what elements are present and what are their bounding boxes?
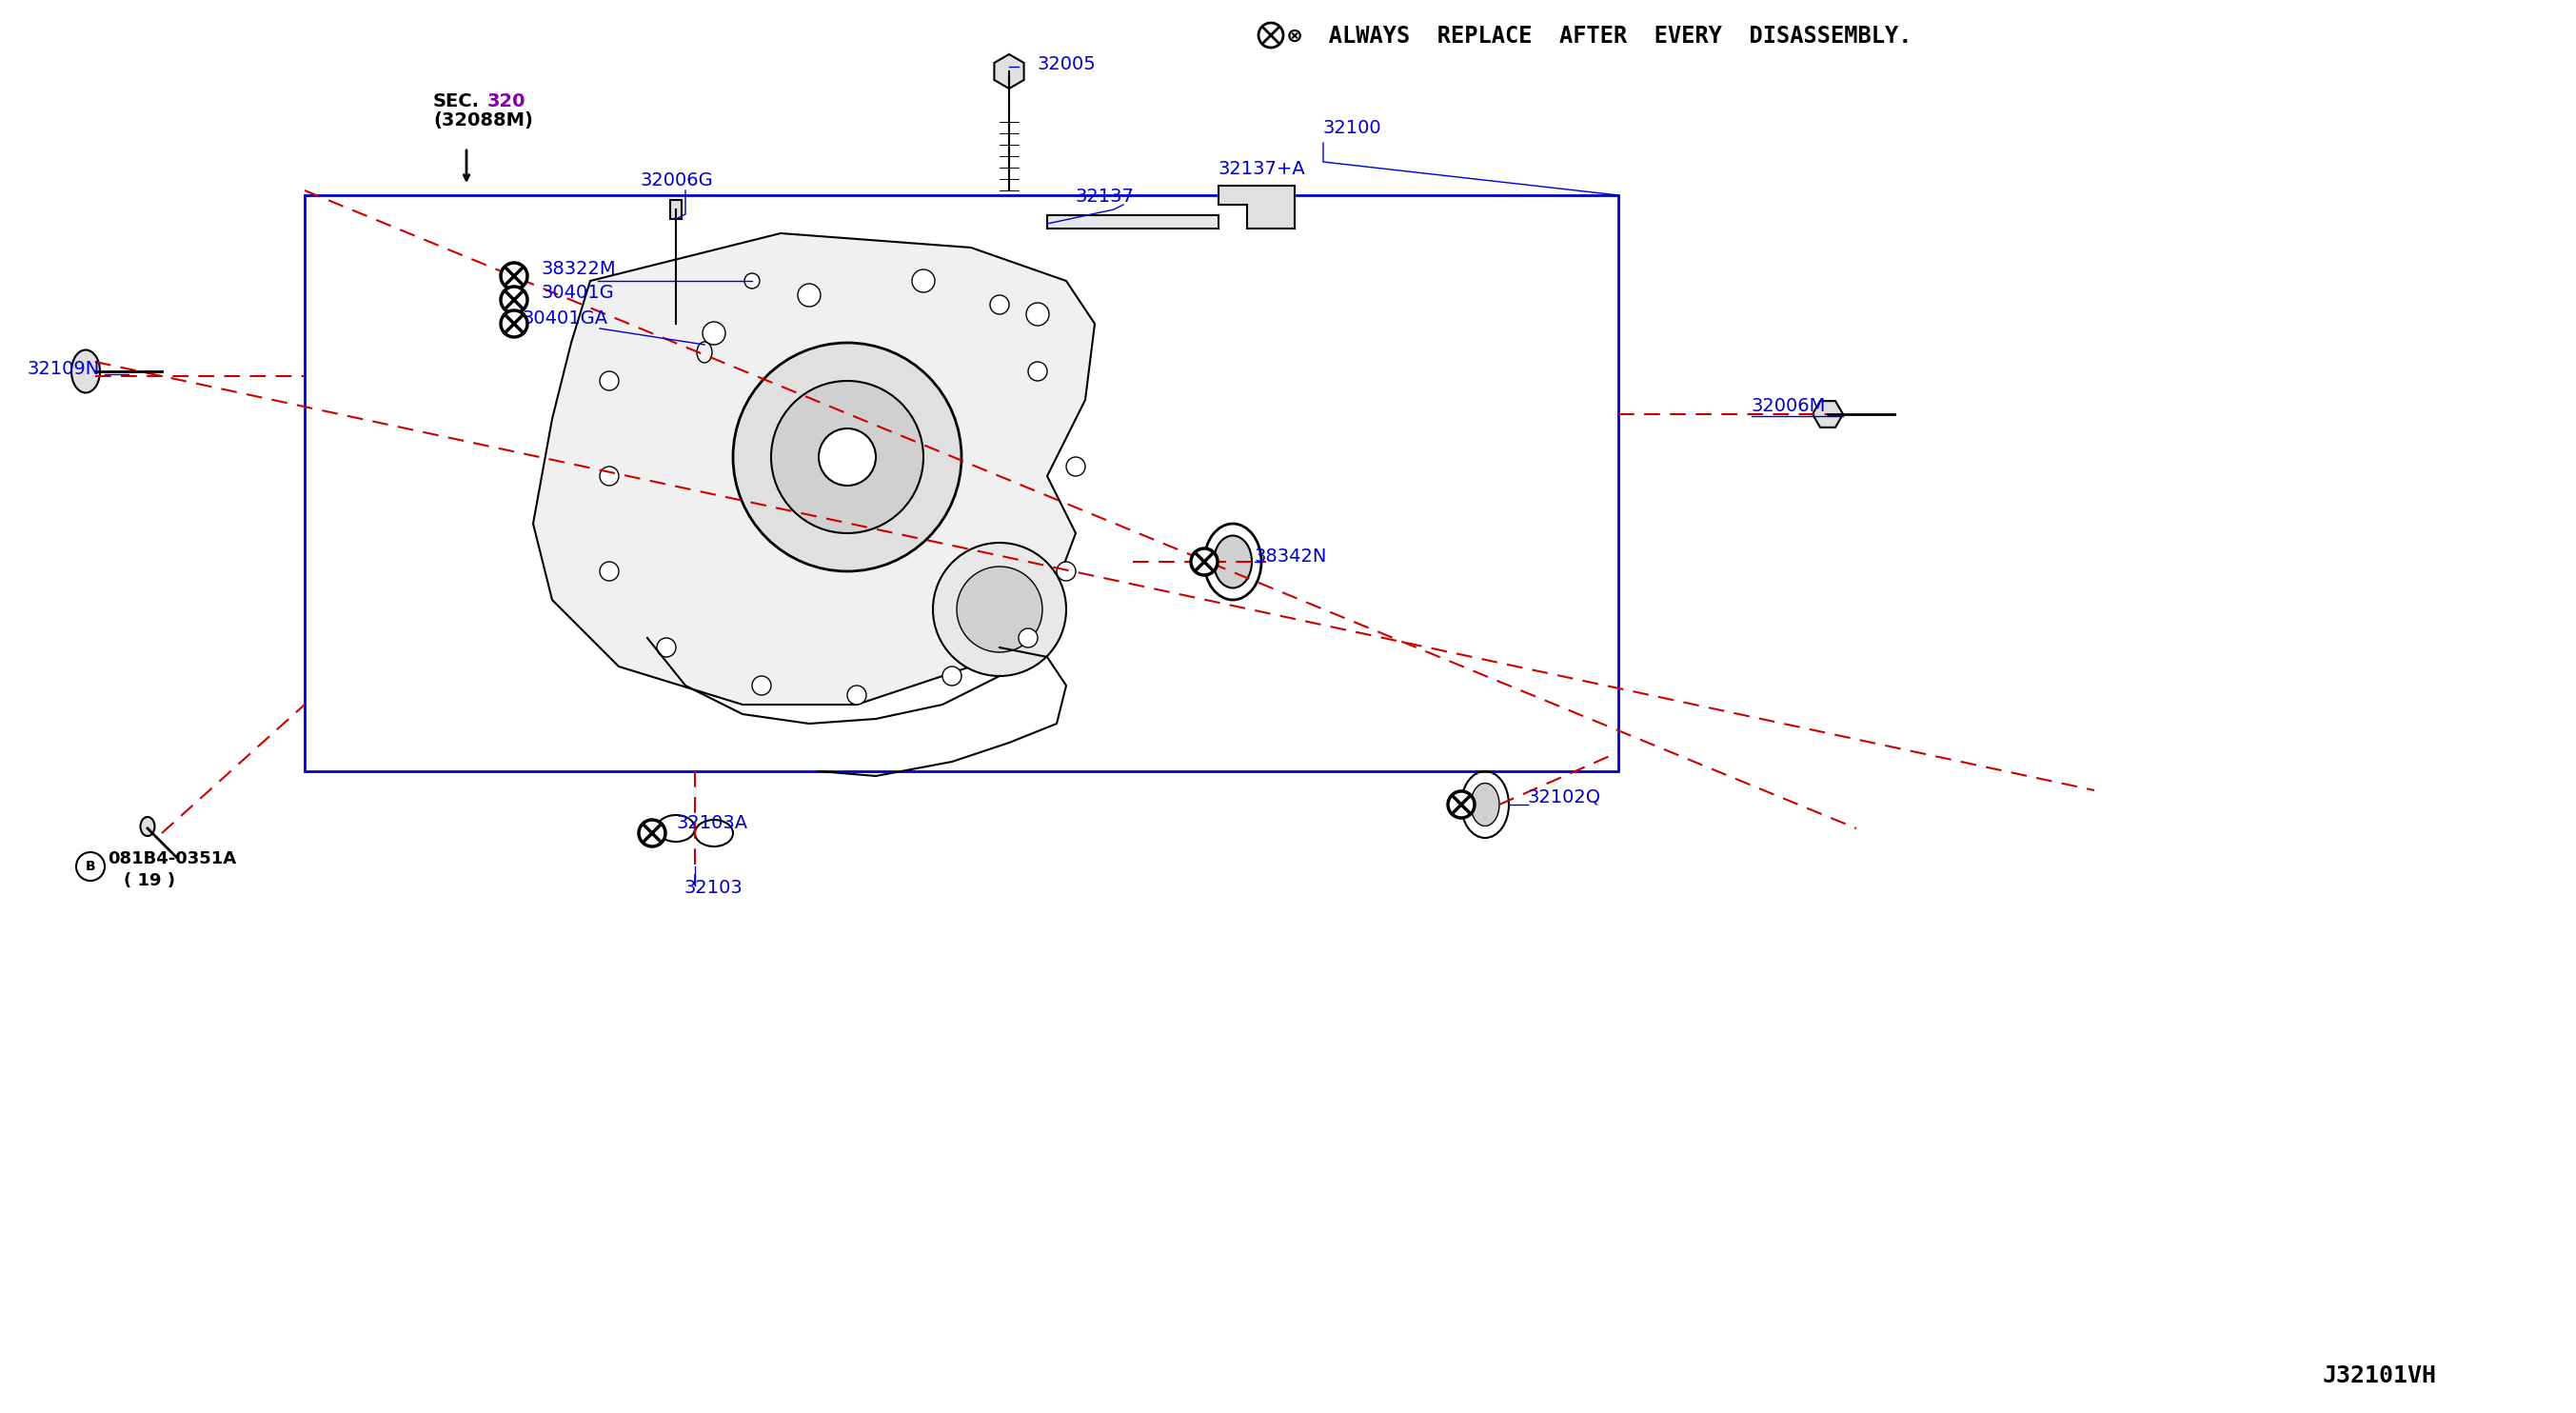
- Ellipse shape: [72, 350, 100, 393]
- Circle shape: [1448, 791, 1473, 818]
- Circle shape: [989, 295, 1010, 314]
- Circle shape: [639, 820, 665, 846]
- Circle shape: [848, 685, 866, 705]
- Circle shape: [500, 263, 528, 290]
- Polygon shape: [1814, 401, 1842, 427]
- Circle shape: [600, 372, 618, 390]
- Circle shape: [819, 428, 876, 486]
- Text: ( 19 ): ( 19 ): [124, 872, 175, 889]
- Text: 32102Q: 32102Q: [1528, 787, 1602, 805]
- Bar: [670, 201, 683, 219]
- Circle shape: [770, 382, 922, 533]
- Circle shape: [1260, 23, 1283, 48]
- Circle shape: [1066, 456, 1084, 476]
- Text: B: B: [85, 859, 95, 873]
- Circle shape: [956, 567, 1043, 653]
- Text: 32137+A: 32137+A: [1218, 160, 1306, 178]
- Text: 32109N: 32109N: [26, 360, 100, 379]
- Circle shape: [1028, 362, 1048, 382]
- Circle shape: [1190, 548, 1218, 575]
- Text: 32103: 32103: [683, 879, 742, 897]
- Polygon shape: [994, 54, 1023, 89]
- Circle shape: [912, 270, 935, 292]
- Circle shape: [933, 543, 1066, 675]
- Text: 30401GA: 30401GA: [523, 309, 608, 328]
- Circle shape: [600, 466, 618, 486]
- Circle shape: [600, 562, 618, 581]
- Text: 081B4-0351A: 081B4-0351A: [108, 851, 237, 868]
- Circle shape: [744, 273, 760, 288]
- Circle shape: [500, 311, 528, 338]
- Circle shape: [657, 637, 675, 657]
- Circle shape: [1056, 562, 1077, 581]
- Text: 32100: 32100: [1324, 119, 1381, 137]
- Text: 30401G: 30401G: [541, 284, 613, 302]
- Text: 32005: 32005: [1038, 55, 1097, 73]
- Text: 38322M: 38322M: [541, 260, 616, 278]
- Text: ⊗  ALWAYS  REPLACE  AFTER  EVERY  DISASSEMBLY.: ⊗ ALWAYS REPLACE AFTER EVERY DISASSEMBLY…: [1288, 25, 1911, 48]
- Circle shape: [500, 287, 528, 314]
- Circle shape: [1025, 302, 1048, 325]
- Text: 32103A: 32103A: [675, 814, 747, 832]
- Circle shape: [1018, 629, 1038, 647]
- Polygon shape: [1218, 185, 1296, 229]
- Text: 320: 320: [487, 92, 526, 110]
- Text: 38342N: 38342N: [1255, 547, 1327, 565]
- Polygon shape: [533, 233, 1095, 705]
- Bar: [304, 195, 1618, 771]
- Ellipse shape: [1213, 536, 1252, 588]
- Text: SEC.: SEC.: [433, 92, 479, 110]
- Text: 32137: 32137: [1077, 188, 1133, 206]
- Text: 32006G: 32006G: [639, 171, 714, 189]
- Text: J32101VH: J32101VH: [2324, 1365, 2437, 1388]
- Circle shape: [703, 322, 726, 345]
- Circle shape: [799, 284, 822, 307]
- Bar: [1048, 215, 1218, 229]
- Circle shape: [752, 675, 770, 695]
- Text: (32088M): (32088M): [433, 112, 533, 130]
- Circle shape: [943, 667, 961, 685]
- Circle shape: [734, 343, 961, 571]
- Text: 32006M: 32006M: [1752, 397, 1826, 415]
- Ellipse shape: [142, 817, 155, 836]
- Circle shape: [77, 852, 106, 880]
- Ellipse shape: [1471, 783, 1499, 827]
